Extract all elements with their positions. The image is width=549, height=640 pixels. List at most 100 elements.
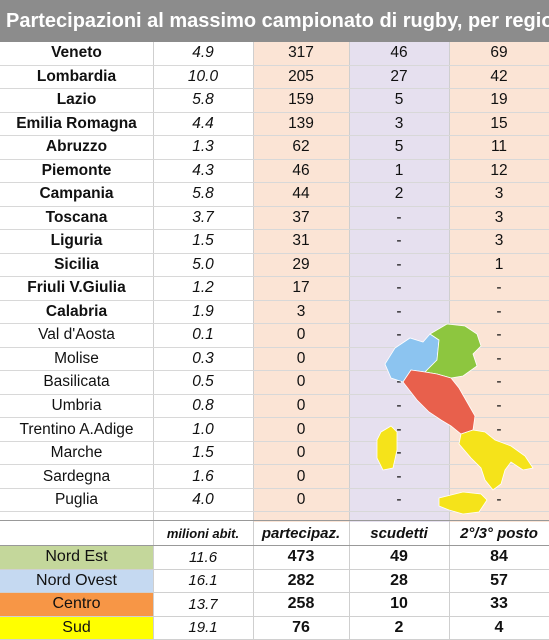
table-row: Basilicata 0.5 0 - - bbox=[0, 371, 549, 395]
population-cell: 4.4 bbox=[192, 114, 214, 132]
podium-cell: 15 bbox=[490, 114, 508, 132]
column-header-row: milioni abit. partecipaz. scudetti 2°/3°… bbox=[0, 520, 549, 546]
scudetti-cell: - bbox=[396, 255, 402, 273]
table-row: Veneto 4.9 317 46 69 bbox=[0, 42, 549, 66]
table-row: Puglia 4.0 0 - - bbox=[0, 489, 549, 513]
region-name: Abruzzo bbox=[45, 138, 108, 156]
population-cell: 1.2 bbox=[192, 279, 214, 297]
table-row: Piemonte 4.3 46 1 12 bbox=[0, 160, 549, 184]
population-cell: 0.8 bbox=[192, 396, 214, 414]
header-podium: 2°/3° posto bbox=[460, 524, 538, 542]
region-name: Sardegna bbox=[42, 467, 111, 485]
partecipazioni-cell: 0 bbox=[296, 444, 306, 462]
podium-cell: 3 bbox=[494, 185, 504, 203]
partecipazioni-cell: 46 bbox=[292, 161, 310, 179]
population-cell: 5.8 bbox=[192, 185, 214, 203]
population-cell: 1.6 bbox=[192, 467, 214, 485]
population-cell: 5.8 bbox=[192, 91, 214, 109]
podium-cell: 4 bbox=[494, 618, 504, 636]
partecipazioni-cell: 159 bbox=[288, 91, 314, 109]
region-name: Marche bbox=[50, 444, 103, 462]
podium-cell: 84 bbox=[490, 548, 508, 566]
table-row: Emilia Romagna 4.4 139 3 15 bbox=[0, 113, 549, 137]
partecipazioni-cell: 37 bbox=[292, 208, 310, 226]
partecipazioni-cell: 258 bbox=[287, 595, 315, 613]
scudetti-cell: 28 bbox=[390, 571, 408, 589]
summary-row: Centro 13.7 258 10 33 bbox=[0, 593, 549, 617]
area-name: Centro bbox=[0, 593, 153, 616]
partecipazioni-cell: 317 bbox=[288, 44, 314, 62]
region-name: Friuli V.Giulia bbox=[27, 279, 126, 297]
podium-cell: 11 bbox=[490, 138, 508, 156]
region-name: Campania bbox=[39, 185, 114, 203]
region-name: Basilicata bbox=[43, 373, 110, 391]
podium-cell: - bbox=[496, 491, 502, 509]
podium-cell: - bbox=[496, 349, 502, 367]
table-row: Liguria 1.5 31 - 3 bbox=[0, 230, 549, 254]
podium-cell: - bbox=[496, 302, 502, 320]
table-row: Toscana 3.7 37 - 3 bbox=[0, 207, 549, 231]
partecipazioni-cell: 473 bbox=[287, 548, 315, 566]
scudetti-cell: - bbox=[396, 326, 402, 344]
scudetti-column-bg bbox=[349, 42, 449, 522]
podium-cell: 57 bbox=[490, 571, 508, 589]
partecipazioni-cell: 139 bbox=[288, 114, 314, 132]
population-cell: 0.1 bbox=[192, 326, 214, 344]
region-name: Trentino A.Adige bbox=[19, 420, 134, 438]
partecipazioni-cell: 31 bbox=[292, 232, 310, 250]
table-row: Calabria 1.9 3 - - bbox=[0, 301, 549, 325]
population-cell: 10.0 bbox=[187, 67, 219, 85]
area-name: Nord Est bbox=[0, 546, 153, 569]
partecipazioni-cell: 0 bbox=[296, 420, 306, 438]
region-name: Calabria bbox=[45, 302, 108, 320]
table-row: Sicilia 5.0 29 - 1 bbox=[0, 254, 549, 278]
partecipazioni-cell: 0 bbox=[296, 349, 306, 367]
region-name: Veneto bbox=[51, 44, 102, 62]
partecipazioni-cell: 0 bbox=[296, 326, 306, 344]
italy-map-icon bbox=[355, 320, 545, 520]
column-divider bbox=[349, 42, 350, 640]
podium-cell: - bbox=[496, 279, 502, 297]
podium-cell: 33 bbox=[490, 595, 508, 613]
area-summary-table: Nord Est 11.6 473 49 84 Nord Ovest 16.1 282 28 57… bbox=[0, 546, 549, 640]
podium-cell: 12 bbox=[490, 161, 508, 179]
summary-row: Nord Est 11.6 473 49 84 bbox=[0, 546, 549, 570]
region-name: Puglia bbox=[54, 491, 99, 509]
scudetti-cell: - bbox=[396, 491, 402, 509]
region-name: Lombardia bbox=[36, 67, 117, 85]
partecipazioni-cell: 282 bbox=[287, 571, 315, 589]
partecipazioni-cell: 0 bbox=[296, 396, 306, 414]
region-name: Molise bbox=[54, 349, 99, 367]
scudetti-cell: 5 bbox=[394, 91, 404, 109]
scudetti-cell: 5 bbox=[394, 138, 404, 156]
podium-cell: 19 bbox=[490, 91, 508, 109]
partecipazioni-cell: 0 bbox=[296, 491, 306, 509]
population-cell: 4.3 bbox=[192, 161, 214, 179]
table-row: Lombardia 10.0 205 27 42 bbox=[0, 66, 549, 90]
table-row: Umbria 0.8 0 - - bbox=[0, 395, 549, 419]
column-divider bbox=[153, 42, 154, 640]
table-row: Friuli V.Giulia 1.2 17 - - bbox=[0, 277, 549, 301]
partecipazioni-cell: 44 bbox=[292, 185, 310, 203]
region-name: Lazio bbox=[56, 91, 97, 109]
summary-row: Sud 19.1 76 2 4 bbox=[0, 616, 549, 640]
population-cell: 5.0 bbox=[192, 255, 214, 273]
summary-row: Nord Ovest 16.1 282 28 57 bbox=[0, 569, 549, 593]
table-row: Trentino A.Adige 1.0 0 - - bbox=[0, 418, 549, 442]
population-cell: 16.1 bbox=[188, 572, 218, 590]
header-population: milioni abit. bbox=[166, 525, 240, 541]
population-cell: 1.5 bbox=[192, 232, 214, 250]
scudetti-cell: - bbox=[396, 208, 402, 226]
partecipazioni-cell: 76 bbox=[292, 618, 310, 636]
population-cell: 19.1 bbox=[188, 619, 218, 637]
region-name: Sicilia bbox=[54, 255, 99, 273]
scudetti-cell: 49 bbox=[390, 548, 408, 566]
region-name: Emilia Romagna bbox=[16, 114, 137, 132]
region-name: Umbria bbox=[51, 396, 102, 414]
population-cell: 0.5 bbox=[192, 373, 214, 391]
population-cell: 4.9 bbox=[192, 44, 214, 62]
scudetti-cell: 2 bbox=[394, 185, 404, 203]
scudetti-cell: - bbox=[396, 373, 402, 391]
table-row: Campania 5.8 44 2 3 bbox=[0, 183, 549, 207]
